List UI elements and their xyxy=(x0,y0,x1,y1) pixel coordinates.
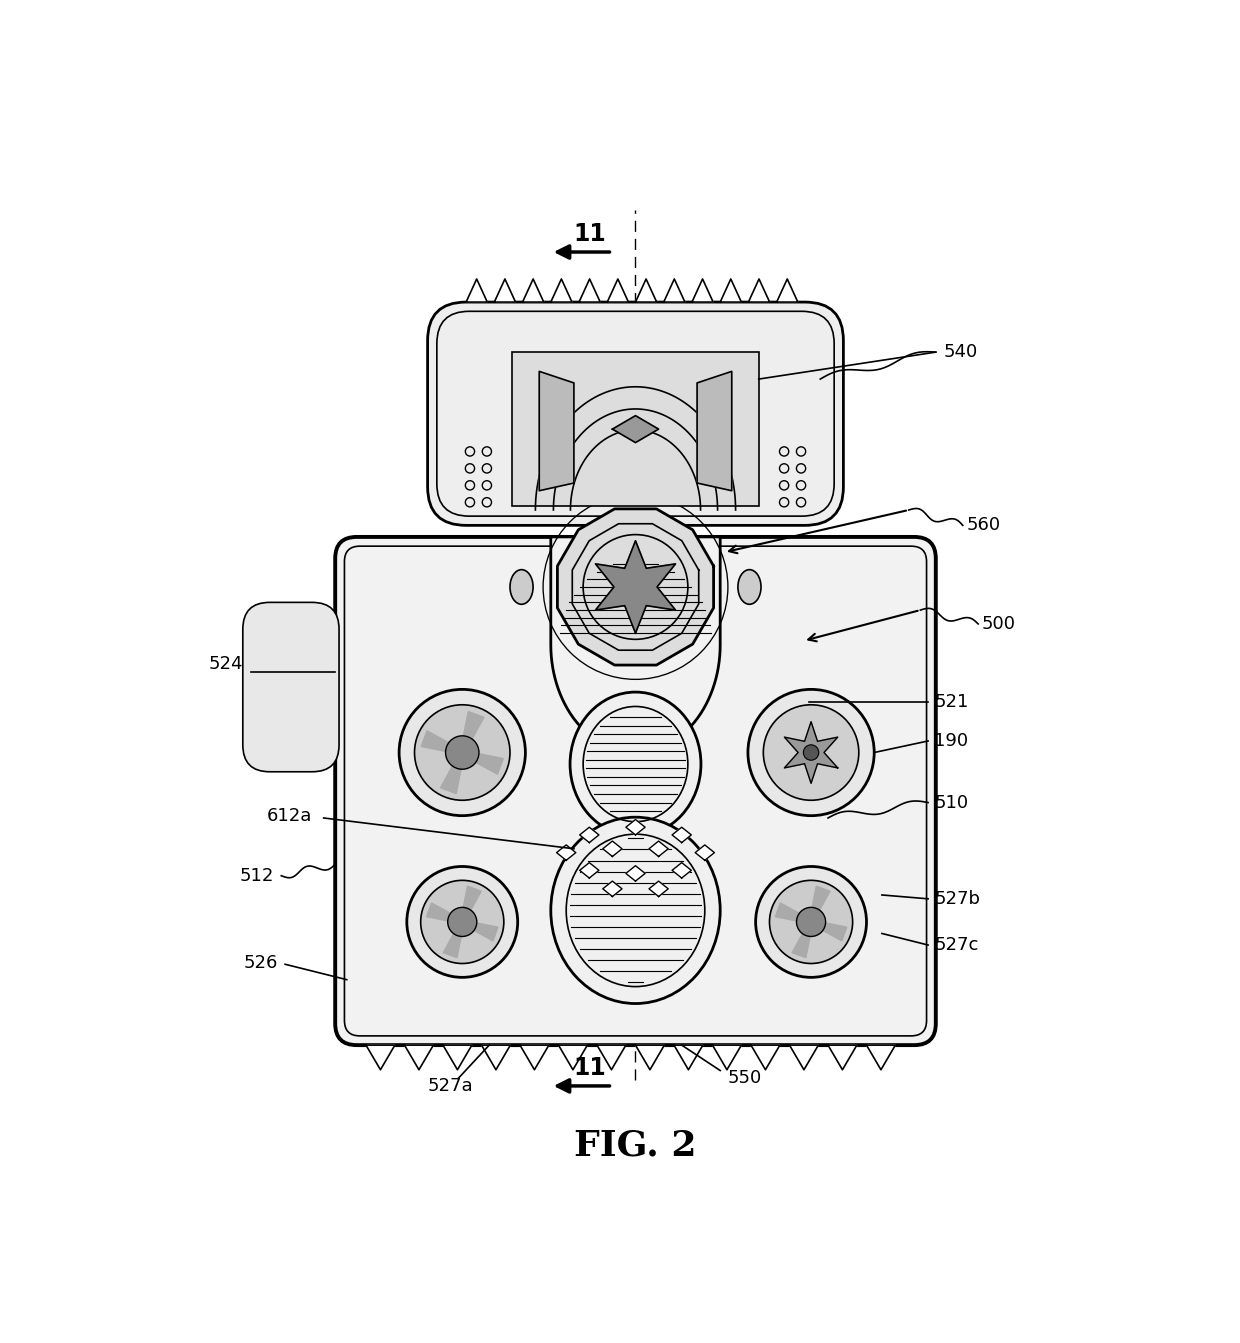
Polygon shape xyxy=(366,1045,394,1070)
Polygon shape xyxy=(608,279,629,302)
Text: 500: 500 xyxy=(982,615,1016,633)
Circle shape xyxy=(804,745,818,760)
Polygon shape xyxy=(551,279,572,302)
FancyBboxPatch shape xyxy=(243,603,339,772)
Polygon shape xyxy=(579,862,599,878)
Polygon shape xyxy=(458,886,481,933)
Text: 11: 11 xyxy=(573,1056,605,1080)
Polygon shape xyxy=(444,911,466,958)
Text: 11: 11 xyxy=(573,222,605,246)
Circle shape xyxy=(770,881,853,963)
Polygon shape xyxy=(800,917,847,941)
Polygon shape xyxy=(579,279,600,302)
Ellipse shape xyxy=(570,692,701,837)
Polygon shape xyxy=(692,279,713,302)
Polygon shape xyxy=(539,372,574,490)
Polygon shape xyxy=(613,415,658,443)
Polygon shape xyxy=(579,827,599,842)
Polygon shape xyxy=(635,279,657,302)
Polygon shape xyxy=(675,1045,703,1070)
Polygon shape xyxy=(663,279,684,302)
Polygon shape xyxy=(443,1045,472,1070)
Text: 560: 560 xyxy=(967,516,1001,535)
Text: 521: 521 xyxy=(934,693,968,712)
Polygon shape xyxy=(696,845,714,861)
Circle shape xyxy=(445,736,479,770)
Text: 527a: 527a xyxy=(428,1077,474,1095)
Polygon shape xyxy=(649,841,668,857)
Polygon shape xyxy=(792,911,816,958)
Polygon shape xyxy=(751,1045,780,1070)
Polygon shape xyxy=(458,712,484,766)
Text: 527b: 527b xyxy=(934,890,981,908)
Polygon shape xyxy=(520,1045,549,1070)
Circle shape xyxy=(448,908,477,936)
Polygon shape xyxy=(720,279,742,302)
Polygon shape xyxy=(595,541,676,633)
Ellipse shape xyxy=(510,569,533,604)
Text: 510: 510 xyxy=(934,794,968,811)
FancyBboxPatch shape xyxy=(335,537,936,1045)
Polygon shape xyxy=(749,279,770,302)
Text: 524: 524 xyxy=(208,655,243,673)
Text: FIG. 2: FIG. 2 xyxy=(574,1128,697,1162)
Circle shape xyxy=(414,705,510,800)
Polygon shape xyxy=(466,279,487,302)
Circle shape xyxy=(764,705,859,800)
Polygon shape xyxy=(776,279,797,302)
Polygon shape xyxy=(828,1045,857,1070)
Text: 527c: 527c xyxy=(934,936,978,954)
Text: 526: 526 xyxy=(243,954,278,972)
Polygon shape xyxy=(603,841,622,857)
FancyBboxPatch shape xyxy=(428,302,843,525)
Polygon shape xyxy=(626,866,645,881)
Polygon shape xyxy=(603,881,622,897)
Polygon shape xyxy=(697,372,732,490)
Polygon shape xyxy=(596,1045,626,1070)
Text: 190: 190 xyxy=(934,732,968,749)
Polygon shape xyxy=(440,739,467,794)
Polygon shape xyxy=(775,902,823,927)
Circle shape xyxy=(399,689,526,815)
Ellipse shape xyxy=(738,569,761,604)
Polygon shape xyxy=(449,748,503,775)
Polygon shape xyxy=(558,1045,588,1070)
Bar xyxy=(512,352,759,506)
Polygon shape xyxy=(626,819,645,835)
Polygon shape xyxy=(558,509,713,665)
Text: 540: 540 xyxy=(944,342,978,361)
Polygon shape xyxy=(427,902,474,927)
Polygon shape xyxy=(785,721,838,783)
Polygon shape xyxy=(790,1045,818,1070)
Ellipse shape xyxy=(551,817,720,1003)
Polygon shape xyxy=(557,845,575,861)
Polygon shape xyxy=(522,279,544,302)
Text: 550: 550 xyxy=(728,1069,763,1088)
Text: 512: 512 xyxy=(239,866,274,885)
Circle shape xyxy=(748,689,874,815)
Polygon shape xyxy=(672,862,692,878)
Polygon shape xyxy=(807,886,830,933)
Polygon shape xyxy=(635,1045,665,1070)
Polygon shape xyxy=(649,881,668,897)
Circle shape xyxy=(407,866,517,978)
Polygon shape xyxy=(495,279,516,302)
Polygon shape xyxy=(422,731,476,757)
Polygon shape xyxy=(481,1045,511,1070)
Circle shape xyxy=(796,908,826,936)
Polygon shape xyxy=(450,917,498,941)
Polygon shape xyxy=(867,1045,895,1070)
Circle shape xyxy=(755,866,867,978)
Polygon shape xyxy=(713,1045,742,1070)
Polygon shape xyxy=(551,537,720,752)
Text: 612a: 612a xyxy=(267,807,312,825)
Polygon shape xyxy=(404,1045,433,1070)
Circle shape xyxy=(420,881,503,963)
Polygon shape xyxy=(672,827,692,842)
